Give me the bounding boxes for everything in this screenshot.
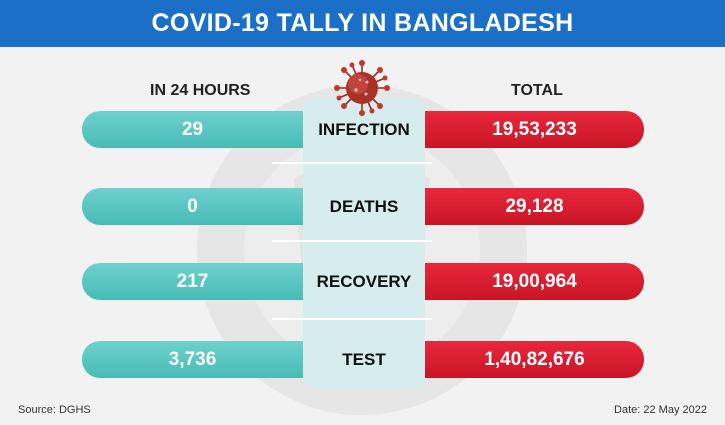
category-panel	[303, 98, 425, 388]
recovery-24h-value: 217	[82, 263, 303, 300]
row-divider	[272, 240, 432, 242]
column-header-24h: IN 24 HOURS	[150, 82, 251, 99]
test-24h-value: 3,736	[82, 341, 303, 378]
infection-24h-value: 29	[82, 111, 303, 148]
page-title: COVID-19 TALLY IN BANGLADESH	[151, 9, 574, 37]
test-total-value: 1,40,82,676	[425, 341, 644, 378]
coronavirus-icon	[334, 60, 390, 116]
row-divider	[272, 318, 432, 320]
deaths-label: DEATHS	[329, 196, 399, 216]
recovery-total-value: 19,00,964	[425, 263, 644, 300]
test-label: TEST	[342, 349, 386, 369]
title-banner: COVID-19 TALLY IN BANGLADESH	[0, 0, 725, 47]
date-note: Date: 22 May 2022	[614, 404, 707, 416]
recovery-label: RECOVERY	[316, 271, 412, 291]
infection-total-value: 19,53,233	[425, 111, 644, 148]
deaths-24h-value: 0	[82, 188, 303, 225]
source-note: Source: DGHS	[18, 404, 91, 416]
row-divider	[272, 162, 432, 164]
deaths-total-value: 29,128	[425, 188, 644, 225]
column-header-total: TOTAL	[511, 82, 563, 99]
infection-label: INFECTION	[318, 119, 410, 139]
